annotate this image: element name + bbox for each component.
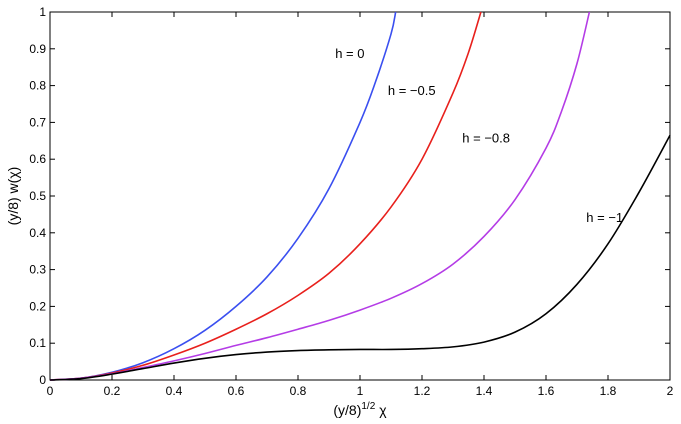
series-annotation-2: h = −0.8 (462, 131, 510, 146)
plot-frame (49, 11, 671, 381)
series-annotation-1: h = −0.5 (388, 83, 436, 98)
annotations: h = 0 h = −0.5 h = −0.8 h = −1 (335, 46, 623, 225)
y-tick-label: 1 (39, 5, 46, 19)
x-tick-label: 0.8 (290, 384, 307, 398)
x-tick-label: 1.2 (414, 384, 431, 398)
x-axis-label: (y/8)1/2 χ (333, 401, 387, 418)
y-tick-label: 0.4 (29, 226, 46, 240)
y-tick-label: 0.5 (29, 189, 46, 203)
series-annotation-3: h = −1 (586, 210, 623, 225)
x-tick-label: 1.6 (538, 384, 555, 398)
y-tick-label: 0.1 (29, 336, 46, 350)
x-tick-label: 0.6 (228, 384, 245, 398)
series-annotation-0: h = 0 (335, 46, 364, 61)
series-lines (49, 11, 671, 381)
y-tick-label: 0.7 (29, 115, 46, 129)
y-tick-label: 0.9 (29, 42, 46, 56)
y-tick-label: 0 (39, 373, 46, 387)
x-label-exponent: 1/2 (361, 401, 375, 412)
series-line-0 (49, 11, 397, 381)
axis-ticks: 0 0.2 0.4 0.6 0.8 1 1.2 1.4 1.6 1.8 2 0 0.1 0.2 0.3 0.4… (29, 5, 673, 398)
x-label-variable: χ (379, 402, 387, 418)
y-tick-label: 0.2 (29, 299, 46, 313)
x-tick-label: 0.2 (104, 384, 121, 398)
y-tick-label: 0.6 (29, 152, 46, 166)
x-label-base: (y/8) (333, 402, 361, 418)
x-tick-label: 0 (47, 384, 54, 398)
x-tick-label: 0.4 (166, 384, 183, 398)
x-tick-label: 2 (667, 384, 674, 398)
y-tick-label: 0.8 (29, 79, 46, 93)
series-line-2 (49, 11, 591, 381)
series-line-3 (49, 134, 671, 381)
x-tick-label: 1.8 (600, 384, 617, 398)
y-tick-label: 0.3 (29, 263, 46, 277)
series-line-1 (49, 11, 482, 381)
y-axis-label: (y/8) w(χ) (5, 167, 21, 226)
x-tick-label: 1 (357, 384, 364, 398)
x-tick-label: 1.4 (476, 384, 493, 398)
